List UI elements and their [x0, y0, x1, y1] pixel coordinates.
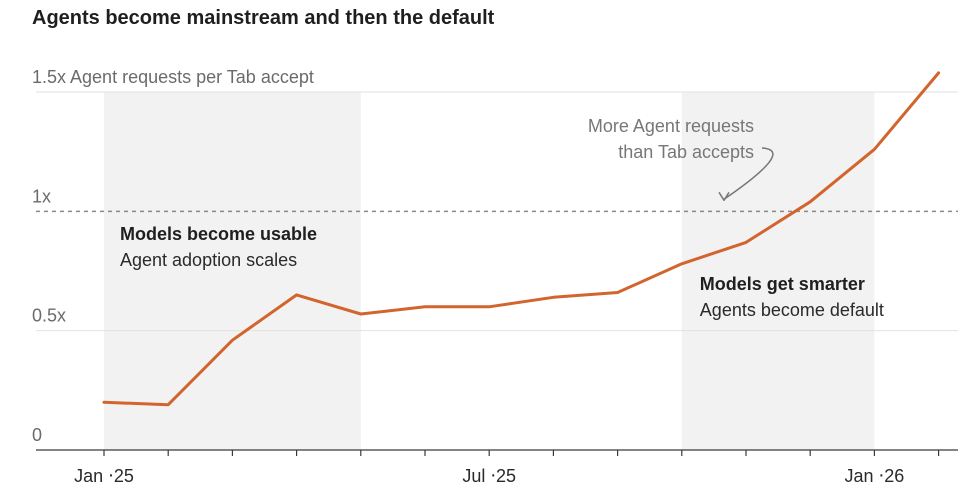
callout-line-1: More Agent requests [588, 116, 754, 136]
y-tick-label: 1.5x Agent requests per Tab accept [32, 67, 314, 87]
gridlines [36, 91, 958, 332]
y-tick-label: 1x [32, 186, 51, 206]
x-tick-label: Jan ‧25 [74, 466, 134, 486]
series-line-1 [102, 71, 941, 407]
x-tick-label: Jul ‧25 [462, 466, 516, 486]
callout-line-2: than Tab accepts [618, 142, 754, 162]
callout-arrowhead [718, 191, 730, 202]
y-axis-ticks: 0 0.5x 1x 1.5x Agent requests per Tab accep… [32, 67, 314, 445]
x-tick-label: Jan ‧26 [845, 466, 905, 486]
y-tick-label: 0 [32, 425, 42, 445]
callout: More Agent requests than Tab accepts [588, 116, 774, 202]
period-2-heading: Models get smarter [700, 274, 865, 294]
shaded-period-1 [104, 92, 361, 450]
y-tick-label: 0.5x [32, 306, 66, 326]
chart-title: Agents become mainstream and then the de… [32, 7, 495, 29]
period-2-subheading: Agents become default [700, 300, 884, 320]
period-1-heading: Models become usable [120, 224, 317, 244]
callout-arrow [723, 147, 774, 200]
series [102, 71, 941, 407]
shaded-periods [104, 92, 875, 450]
x-axis-ticks: Jan ‧25 Jul ‧25 Jan ‧26 [74, 450, 940, 486]
shaded-period-2 [681, 92, 875, 450]
annotations: Models become usable Agent adoption scale… [120, 224, 884, 320]
period-1-subheading: Agent adoption scales [120, 250, 297, 270]
